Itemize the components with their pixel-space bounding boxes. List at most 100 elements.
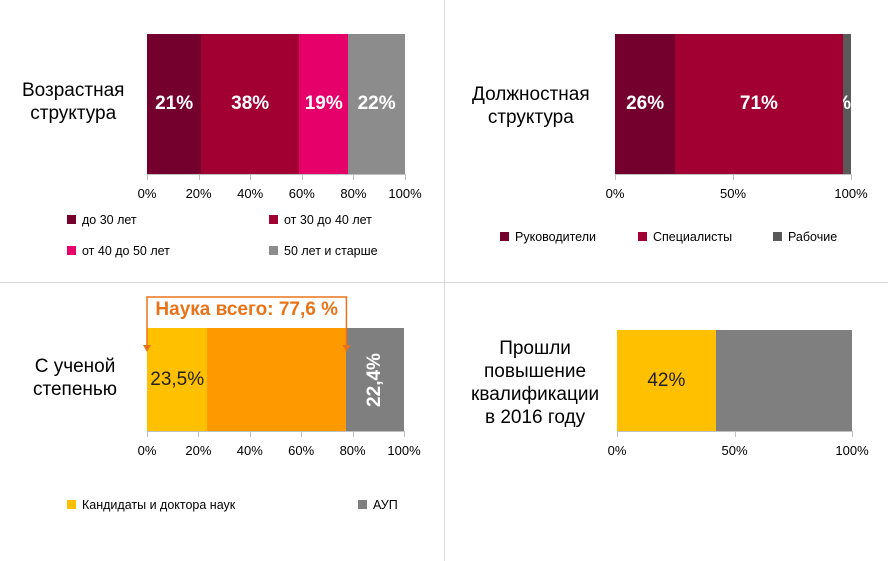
- bar-segment: 22%: [348, 34, 405, 174]
- x-tick-label: 50%: [721, 443, 748, 458]
- x-axis-tick: [852, 431, 853, 437]
- x-axis-tick: [249, 431, 251, 437]
- legend-swatch: [67, 215, 76, 225]
- legend-item: от 30 до 40 лет: [269, 213, 372, 227]
- x-tick-label: 50%: [719, 186, 747, 201]
- bar-segment: [207, 328, 347, 431]
- chart-title: С ученой степенью: [33, 355, 117, 401]
- x-axis-tick: [851, 174, 852, 180]
- data-label: 21%: [155, 93, 194, 114]
- legend-swatch: [67, 246, 76, 256]
- data-label: 26%: [626, 93, 665, 114]
- bar-segment: 26%: [615, 34, 676, 174]
- bar-segment: 71%: [675, 34, 843, 174]
- data-label: 23,5%: [150, 368, 205, 390]
- x-tick-label: 100%: [388, 186, 422, 201]
- x-axis-tick: [147, 431, 148, 437]
- legend-item: Рабочие: [773, 230, 837, 244]
- x-tick-label: 100%: [835, 443, 869, 458]
- x-axis-tick: [250, 174, 252, 180]
- x-axis-tick: [301, 174, 303, 180]
- legend-item: от 40 до 50 лет: [67, 244, 170, 258]
- data-label: 19%: [304, 93, 343, 114]
- x-tick-label: 40%: [237, 186, 264, 201]
- legend-label: 50 лет и старше: [284, 244, 378, 258]
- data-label: 38%: [231, 93, 270, 114]
- chart-title-line: степенью: [33, 379, 118, 400]
- annotation-label: Наука всего: 77,6 %: [151, 299, 342, 321]
- legend-swatch: [358, 500, 367, 510]
- x-tick-label: 60%: [288, 443, 315, 458]
- x-tick-label: 20%: [185, 443, 212, 458]
- legend-item: Специалисты: [638, 230, 732, 244]
- x-axis-tick: [301, 431, 303, 437]
- legend-swatch: [638, 232, 647, 242]
- legend-item: до 30 лет: [67, 213, 137, 227]
- x-axis-tick: [405, 174, 406, 180]
- horizontal-divider: [0, 282, 888, 283]
- x-tick-label: 0%: [607, 443, 627, 458]
- annotation-bracket-line: [146, 296, 348, 347]
- legend-label: Руководители: [515, 230, 596, 244]
- legend-label: Рабочие: [788, 230, 838, 244]
- legend-item: 50 лет и старше: [269, 244, 378, 258]
- x-tick-label: 0%: [137, 186, 157, 201]
- x-axis-tick: [617, 431, 618, 437]
- chart-title: Должностная структура: [472, 83, 590, 129]
- x-axis-tick: [147, 174, 148, 180]
- annotation-arrowhead: [342, 345, 351, 352]
- x-axis-tick: [198, 431, 200, 437]
- x-tick-label: 60%: [288, 186, 315, 201]
- legend-label: АУП: [373, 498, 398, 512]
- x-axis-tick: [352, 431, 354, 437]
- x-axis-tick: [198, 174, 200, 180]
- legend-label: от 40 до 50 лет: [82, 244, 170, 258]
- bar-segment: 22,4%: [346, 328, 404, 431]
- x-axis-tick: [353, 174, 355, 180]
- legend-label: до 30 лет: [82, 213, 137, 227]
- bar-segment: 38%: [201, 34, 300, 174]
- chart-title-line: повышение: [484, 361, 587, 382]
- bar-segment: 23,5%: [147, 328, 208, 431]
- bar-segment: [715, 330, 852, 431]
- chart-title-line: квалификации: [471, 384, 600, 405]
- chart-title: Возрастная структура: [22, 79, 124, 125]
- x-tick-label: 20%: [185, 186, 212, 201]
- legend-label: Специалисты: [653, 230, 733, 244]
- legend-swatch: [67, 500, 76, 510]
- chart-title-line: структура: [30, 103, 117, 124]
- data-label: 71%: [739, 93, 778, 114]
- x-tick-label: 80%: [340, 186, 367, 201]
- x-axis-line: [147, 174, 405, 175]
- x-axis-tick: [733, 174, 734, 180]
- legend-label: Кандидаты и доктора наук: [82, 498, 236, 512]
- legend-item: Руководители: [500, 230, 596, 244]
- x-tick-label: 80%: [339, 443, 366, 458]
- x-tick-label: 100%: [387, 443, 421, 458]
- legend-item: Кандидаты и доктора наук: [67, 498, 235, 512]
- chart-title: Прошли повышение квалификации в 2016 году: [471, 337, 599, 429]
- x-axis-line: [147, 431, 404, 432]
- x-tick-label: 40%: [236, 443, 263, 458]
- chart-title-line: Должностная: [472, 84, 590, 105]
- data-label: 22%: [357, 93, 396, 114]
- x-axis-tick: [404, 431, 405, 437]
- annotation-arrowhead: [143, 345, 151, 352]
- bar-segment: 4%: [842, 34, 851, 174]
- x-axis-tick: [734, 431, 736, 437]
- legend-swatch: [773, 232, 782, 242]
- x-tick-label: 0%: [137, 443, 157, 458]
- bar-segment: 42%: [617, 330, 716, 431]
- legend-swatch: [500, 232, 509, 242]
- x-tick-label: 0%: [605, 186, 625, 201]
- legend-swatch: [269, 246, 278, 256]
- chart-title-line: структура: [487, 107, 574, 128]
- chart-title-line: Возрастная: [22, 80, 125, 101]
- legend-label: от 30 до 40 лет: [284, 213, 372, 227]
- chart-title-line: в 2016 году: [484, 407, 586, 428]
- bar-segment: 21%: [147, 34, 202, 174]
- data-label: 42%: [647, 369, 686, 391]
- chart-title-line: С ученой: [34, 356, 116, 377]
- data-label: 4%: [843, 93, 851, 115]
